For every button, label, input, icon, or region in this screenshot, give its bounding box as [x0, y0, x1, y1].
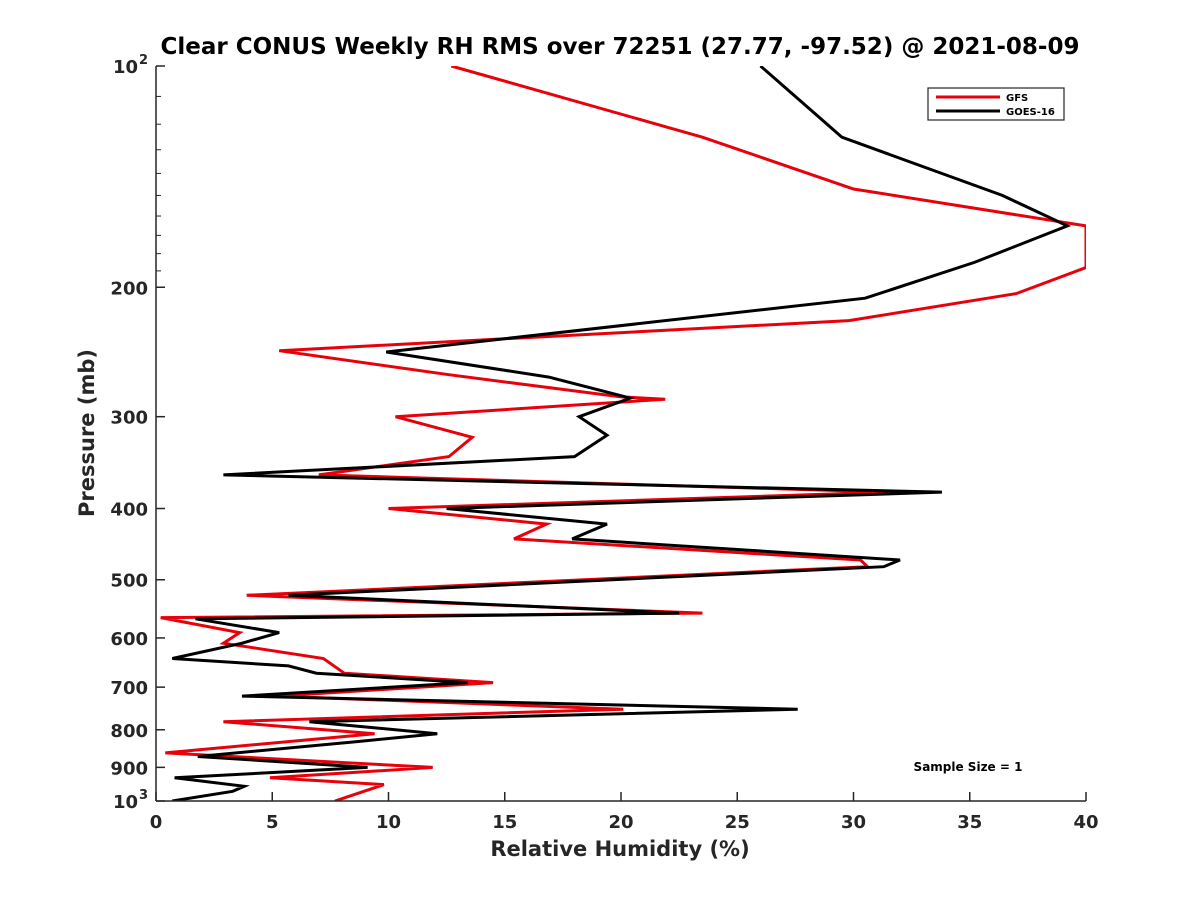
x-tick-label: 0	[150, 812, 163, 833]
y-tick-label: 10	[113, 792, 138, 813]
x-tick-label: 35	[957, 812, 982, 833]
y-tick-label: 800	[110, 721, 148, 742]
x-axis-label: Relative Humidity (%)	[490, 837, 749, 861]
x-tick-label: 40	[1073, 812, 1098, 833]
sample-size-annotation: Sample Size = 1	[914, 760, 1023, 774]
legend-label-gfs: GFS	[1006, 93, 1028, 104]
y-tick-exponent: 3	[139, 788, 148, 803]
y-tick-label: 500	[110, 571, 148, 592]
y-tick-label: 10	[113, 57, 138, 78]
x-tick-label: 20	[608, 812, 633, 833]
y-tick-label: 300	[110, 408, 148, 429]
y-axis-label: Pressure (mb)	[75, 349, 99, 517]
x-tick-label: 15	[492, 812, 517, 833]
x-tick-label: 25	[725, 812, 750, 833]
series-line-gfs	[160, 66, 1086, 801]
y-tick-label: 900	[110, 758, 148, 779]
y-tick-exponent: 2	[139, 53, 148, 68]
chart-title: Clear CONUS Weekly RH RMS over 72251 (27…	[161, 34, 1080, 60]
legend-label-goes-16: GOES-16	[1006, 107, 1055, 118]
x-tick-label: 30	[841, 812, 866, 833]
series-lines	[160, 66, 1086, 801]
legend-box	[927, 87, 1065, 121]
y-tick-label: 400	[110, 500, 148, 521]
x-tick-label: 5	[266, 812, 279, 833]
legend: GFS GOES-16	[927, 87, 1065, 121]
series-line-goes-16	[171, 66, 1072, 801]
y-tick-label: 700	[110, 678, 148, 699]
x-tick-label: 10	[376, 812, 401, 833]
y-tick-label: 600	[110, 629, 148, 650]
y-tick-label: 200	[110, 278, 148, 299]
